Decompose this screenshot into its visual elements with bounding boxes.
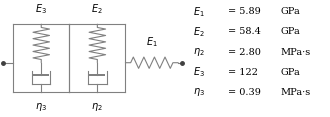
Text: $\eta_{3}$: $\eta_{3}$ [193,86,205,98]
Text: $E_{2}$: $E_{2}$ [91,3,103,16]
Text: = 122: = 122 [228,68,258,77]
Text: = 0.39: = 0.39 [228,88,261,97]
Text: $\eta_{2}$: $\eta_{2}$ [91,101,103,113]
Text: $\eta_{2}$: $\eta_{2}$ [193,46,205,58]
Text: $\eta_{3}$: $\eta_{3}$ [35,101,47,113]
Text: GPa: GPa [280,68,300,77]
Text: $E_{2}$: $E_{2}$ [193,25,205,39]
Text: GPa: GPa [280,27,300,36]
Text: MPa·s: MPa·s [280,48,311,57]
Text: $E_{1}$: $E_{1}$ [146,35,158,49]
Text: MPa·s: MPa·s [280,88,311,97]
Text: = 5.89: = 5.89 [228,7,260,16]
Text: $E_{3}$: $E_{3}$ [193,65,205,79]
Text: $E_{1}$: $E_{1}$ [193,5,205,19]
Text: = 2.80: = 2.80 [228,48,261,57]
Text: $E_{3}$: $E_{3}$ [35,3,47,16]
Text: GPa: GPa [280,7,300,16]
Text: = 58.4: = 58.4 [228,27,261,36]
